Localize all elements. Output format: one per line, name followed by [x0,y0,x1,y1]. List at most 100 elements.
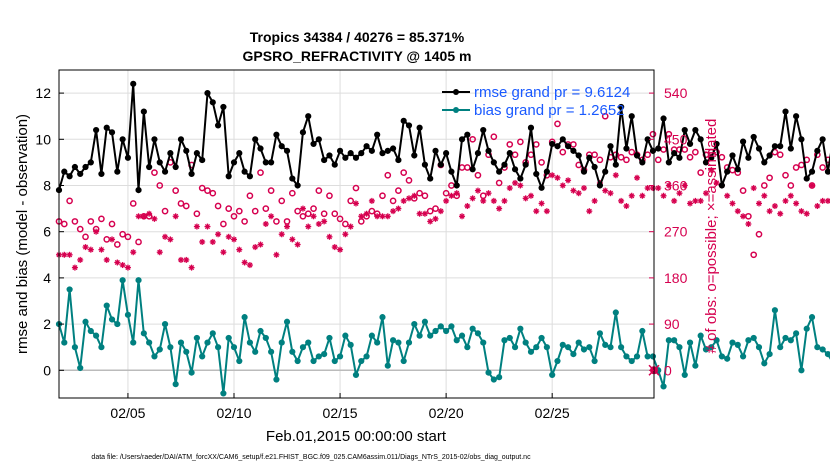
assimilated-obs-marker [480,197,487,204]
possible-obs-marker [177,200,185,207]
assimilated-obs-marker [342,231,349,238]
bias-point [713,337,720,344]
rmse-point [443,150,450,157]
rmse-point [167,150,174,157]
bias-point [411,320,418,328]
rmse-point [368,147,375,154]
bias-point [559,341,566,348]
y-right-tick-label: 180 [664,270,688,286]
y-tick-label: 4 [43,270,51,286]
assimilated-obs-marker [257,241,264,248]
rmse-point [214,122,222,129]
possible-obs-marker [182,202,190,210]
rmse-point [602,168,609,175]
assimilated-obs-marker [554,174,561,181]
possible-obs-marker [798,161,805,169]
y-right-tick-label: 360 [664,177,688,193]
rmse-point [156,159,163,166]
assimilated-obs-marker [374,213,381,220]
bias-point [671,337,678,344]
assimilated-obs-marker [130,249,137,256]
assimilated-obs-marker [310,213,317,220]
assimilated-obs-marker [305,223,312,230]
possible-obs-marker [782,171,789,179]
rmse-point [161,168,169,175]
bias-point [506,334,513,342]
bias-point [305,339,312,346]
assimilated-obs-marker [793,200,800,207]
assimilated-obs-marker [379,213,386,220]
rmse-point [358,150,365,157]
rmse-point [739,138,747,145]
assimilated-obs-marker [151,215,158,222]
possible-obs-marker [463,164,471,171]
bias-point [289,348,296,355]
assimilated-obs-marker [326,233,333,240]
y-right-tick-label: 540 [664,85,688,101]
rmse-series-line [58,82,830,192]
possible-obs-marker [495,179,503,187]
chart-title: Tropics 34384 / 40276 = 85.371% [250,29,465,45]
rmse-point [681,126,688,134]
possible-obs-marker [601,112,609,120]
rmse-point [649,147,657,154]
assimilated-obs-marker [729,200,736,207]
legend-bias-label: bias grand pr = 1.2652 [474,102,625,119]
bias-point [538,334,545,342]
possible-obs-marker [760,182,768,189]
assimilated-obs-marker [724,192,731,199]
assimilated-obs-marker [612,172,619,179]
bias-point [220,390,227,397]
bias-point [814,344,821,351]
bias-point [771,307,779,314]
assimilated-obs-marker [390,208,397,215]
rmse-point [580,168,588,175]
assimilated-obs-marker [490,197,497,204]
possible-obs-marker [198,184,206,192]
assimilated-obs-marker [676,190,683,197]
rmse-point [336,147,344,154]
rmse-point [803,175,810,182]
rmse-point [268,159,275,166]
rmse-point [808,168,816,175]
assimilated-obs-marker [135,213,142,220]
assimilated-obs-marker [162,233,169,240]
possible-obs-marker [426,207,434,215]
rmse-point [527,124,535,131]
rmse-point [305,113,312,120]
bias-point [177,339,185,346]
bias-point [787,337,794,344]
y-tick-label: 10 [35,131,51,147]
rmse-point [283,147,291,154]
assimilated-obs-marker [687,200,694,207]
bias-point [156,346,163,353]
bias-point [230,344,238,351]
bias-point [485,369,492,376]
rmse-point [427,175,434,182]
possible-obs-marker [511,151,519,159]
assimilated-obs-marker [294,241,301,248]
rmse-point [633,152,641,159]
bias-point [108,316,116,323]
rmse-point [660,115,667,122]
rmse-point [549,140,556,148]
possible-obs-marker [151,169,158,177]
assimilated-obs-marker [98,246,105,253]
rmse-point [77,170,84,178]
bias-point [161,320,169,328]
assimilated-obs-marker [607,190,614,197]
possible-obs-marker [294,207,301,215]
assimilated-obs-marker [352,200,359,207]
bias-point [93,332,100,339]
bias-point [135,277,142,284]
rmse-point [384,147,391,154]
possible-obs-marker [379,192,386,200]
bias-point [718,353,725,360]
bias-point [782,334,789,342]
bias-point [739,353,747,360]
bias-point [697,332,704,339]
assimilated-obs-marker [368,197,375,204]
possible-obs-marker [209,189,217,197]
bias-point [268,348,275,355]
